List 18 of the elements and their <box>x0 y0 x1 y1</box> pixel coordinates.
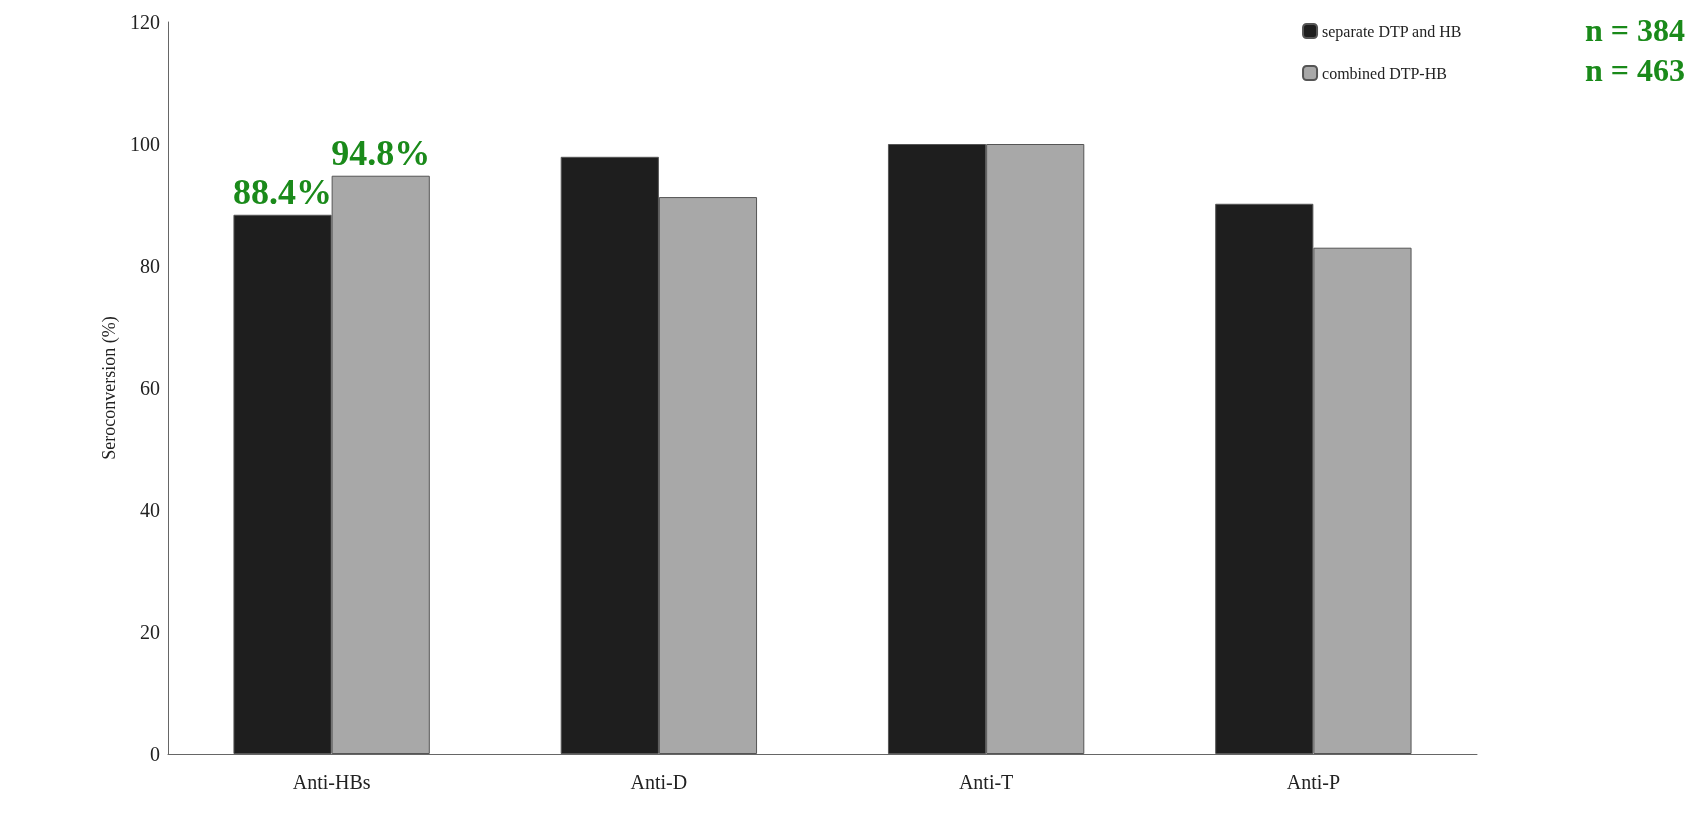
text: n = 463 <box>1584 52 1685 88</box>
data-label: 88.4% <box>233 171 333 212</box>
y-axis-title: Seroconversion (%) <box>99 316 120 460</box>
y-tick-label: 20 <box>140 621 160 643</box>
legend-label: separate DTP and HB <box>1322 22 1462 41</box>
y-tick-label: 80 <box>140 255 160 277</box>
text: n = 384 <box>1584 12 1685 48</box>
legend-label: combined DTP-HB <box>1322 64 1447 82</box>
y-tick-label: 60 <box>140 377 160 399</box>
x-tick-label: Anti-HBs <box>292 771 371 793</box>
x-tick-label: Anti-P <box>1286 771 1341 793</box>
y-tick-label: 120 <box>130 11 160 33</box>
y-tick-label: 0 <box>150 743 160 765</box>
y-tick-label: 40 <box>140 499 160 521</box>
x-tick-label: Anti-D <box>630 771 688 793</box>
x-tick-label: Anti-T <box>958 771 1014 793</box>
y-tick-label: 100 <box>130 133 160 155</box>
data-label: 94.8% <box>331 132 431 173</box>
